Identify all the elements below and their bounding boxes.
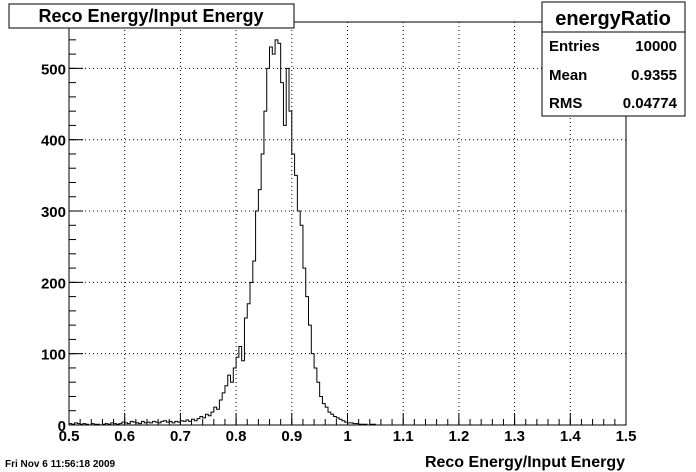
stats-mean-label: Mean [549, 67, 587, 84]
plot-frame [68, 21, 627, 426]
x-tick-label: 0.7 [170, 428, 191, 445]
grid-lines [69, 22, 626, 425]
x-axis: 0.5 0.6 0.7 0.8 0.9 1 1.1 1.2 1.3 1.4 1.5 [59, 413, 637, 445]
y-tick-label: 500 [41, 61, 66, 78]
title-box [8, 3, 295, 29]
x-tick-label: 0.9 [281, 428, 302, 445]
stats-rms-value: 0.04774 [623, 95, 678, 112]
stats-mean-value: 0.9355 [631, 67, 677, 84]
y-tick-label: 300 [41, 204, 66, 221]
y-tick-label: 0 [58, 418, 66, 435]
x-tick-label: 1.2 [448, 428, 469, 445]
x-tick-label: 0.8 [226, 428, 247, 445]
y-tick-label: 400 [41, 133, 66, 150]
stats-entries-value: 10000 [635, 38, 677, 55]
histogram-series [68, 39, 404, 426]
stats-box: energyRatio Entries 10000 Mean 0.9355 RM… [541, 1, 686, 117]
x-tick-label: 1 [343, 428, 351, 445]
x-tick-label: 1.1 [393, 428, 414, 445]
x-tick-label: 0.5 [59, 428, 80, 445]
stats-name: energyRatio [555, 8, 671, 30]
y-tick-label: 100 [41, 347, 66, 364]
x-tick-label: 0.6 [114, 428, 135, 445]
x-tick-label: 1.4 [560, 428, 582, 445]
x-tick-label: 1.3 [504, 428, 525, 445]
stats-entries-label: Entries [549, 38, 600, 55]
x-tick-label: 1.5 [616, 428, 637, 445]
x-axis-label: Reco Energy/Input Energy [425, 454, 625, 471]
stats-rms-label: RMS [549, 95, 582, 112]
timestamp: Fri Nov 6 11:56:18 2009 [5, 459, 116, 470]
chart-title: Reco Energy/Input Energy [38, 6, 263, 26]
y-tick-label: 200 [41, 275, 66, 292]
y-axis: 0 100 200 300 400 500 [41, 25, 83, 435]
